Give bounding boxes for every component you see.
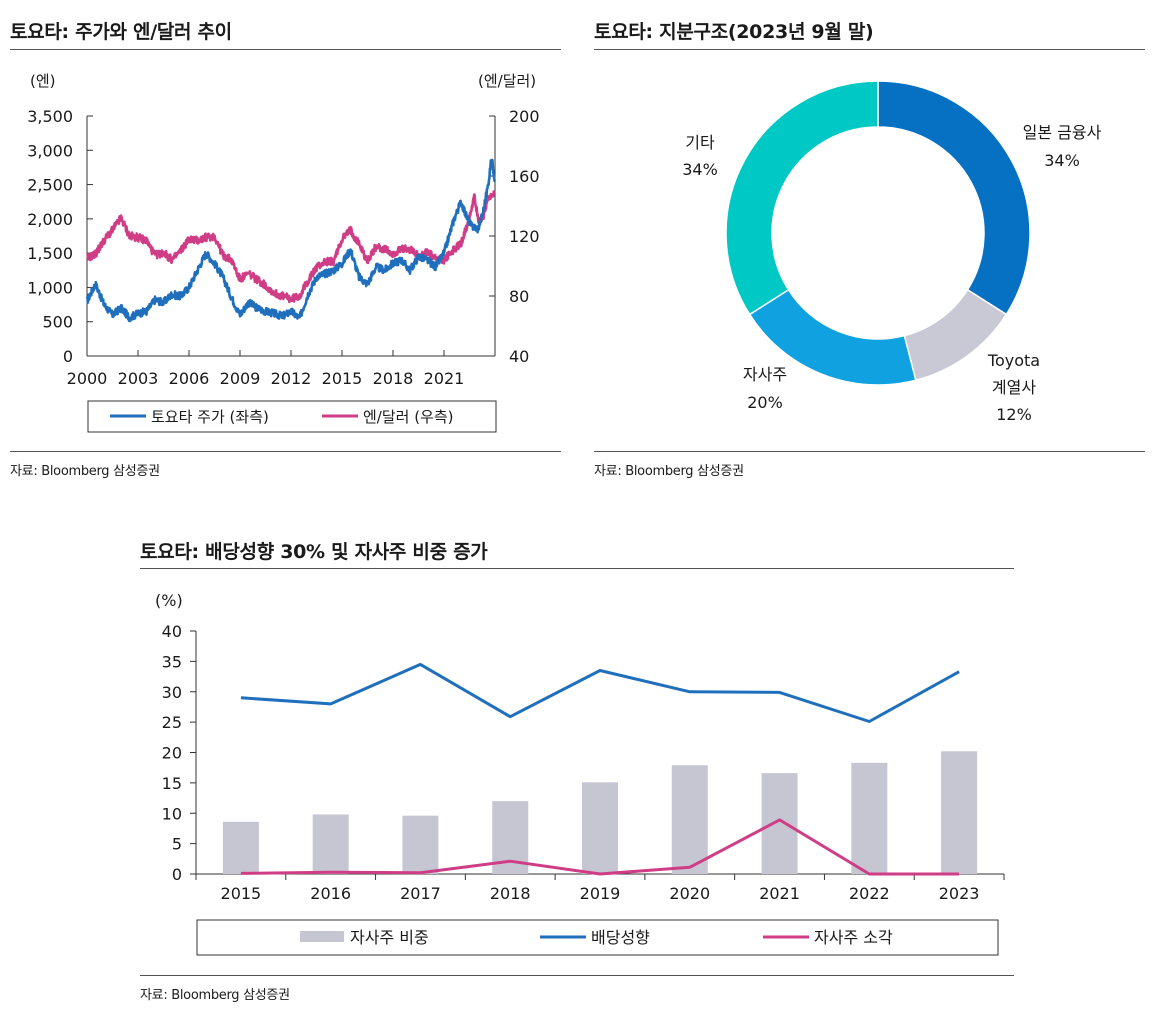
series-line-payout-ratio bbox=[240, 662, 960, 723]
x-tick-label: 2018 bbox=[490, 884, 531, 903]
bar-treasury-share bbox=[222, 821, 259, 874]
payout-title: 토요타: 배당성향 30% 및 자사주 비중 증가 bbox=[140, 541, 488, 563]
x-tick-label: 2006 bbox=[169, 369, 210, 388]
stock-fx-legend: 토요타 주가 (좌측) 엔/달러 (우측) bbox=[87, 400, 497, 433]
right-y-tick-label: 160 bbox=[509, 167, 540, 186]
label-toyota-aff-sub: 계열사 bbox=[992, 378, 1036, 397]
payout-lines bbox=[240, 662, 960, 876]
legend-label-fx: 엔/달러 (우측) bbox=[363, 408, 454, 426]
ownership-labels: 일본 금융사 34% Toyota 계열사 12% 자사주 20% 기타 34% bbox=[682, 123, 1101, 424]
label-japan-fin-value: 34% bbox=[1044, 151, 1080, 170]
x-tick-label: 2015 bbox=[322, 369, 363, 388]
payout-unit: (%) bbox=[155, 591, 183, 610]
stock-fx-title-rule bbox=[10, 49, 561, 50]
slice-other bbox=[725, 80, 879, 316]
label-treasury-value: 20% bbox=[747, 393, 783, 412]
payout-bottom-rule bbox=[140, 975, 1014, 976]
x-tick-label: 2020 bbox=[669, 884, 710, 903]
label-other-value: 34% bbox=[682, 160, 718, 179]
bar-treasury-share bbox=[761, 773, 798, 874]
y-tick-label: 15 bbox=[162, 774, 182, 793]
label-treasury-name: 자사주 bbox=[743, 365, 787, 384]
payout-source: 자료: Bloomberg 삼성증권 bbox=[140, 988, 290, 1003]
bar-treasury-share bbox=[941, 751, 978, 874]
legend-label-treasury-share: 자사주 비중 bbox=[350, 928, 429, 947]
left-y-tick-label: 3,500 bbox=[27, 107, 73, 126]
left-y-tick-label: 2,000 bbox=[27, 210, 73, 229]
y-tick-label: 0 bbox=[172, 865, 182, 884]
label-toyota-aff-name: Toyota bbox=[987, 351, 1040, 370]
y-tick-label: 20 bbox=[162, 744, 182, 763]
series-line-fx bbox=[86, 190, 497, 304]
payout-bars bbox=[222, 751, 978, 874]
y-tick-label: 10 bbox=[162, 804, 182, 823]
left-y-tick-label: 2,500 bbox=[27, 176, 73, 195]
bar-treasury-share bbox=[312, 814, 349, 874]
slice-japan-fin bbox=[877, 80, 1031, 316]
legend-label-stock: 토요타 주가 (좌측) bbox=[151, 408, 269, 426]
stock-fx-title: 토요타: 주가와 엔/달러 추이 bbox=[10, 21, 232, 43]
y-tick-label: 40 bbox=[162, 622, 182, 641]
x-tick-label: 2015 bbox=[221, 884, 262, 903]
y-tick-label: 35 bbox=[162, 652, 182, 671]
bar-treasury-share bbox=[582, 782, 618, 874]
label-other-name: 기타 bbox=[685, 133, 715, 152]
payout-title-rule bbox=[140, 568, 1014, 569]
series-line-stock bbox=[85, 158, 496, 323]
stock-fx-bottom-rule bbox=[10, 451, 561, 452]
bar-treasury-share bbox=[402, 815, 439, 874]
label-toyota-aff-value: 12% bbox=[996, 405, 1032, 424]
payout-axes: 0 5 10 15 20 25 30 35 40 2015 2016 2017 2018 2019 2020… bbox=[162, 622, 1005, 903]
legend-swatch-treasury-share bbox=[300, 931, 344, 942]
label-japan-fin-name: 일본 금융사 bbox=[1023, 123, 1102, 142]
bar-treasury-share bbox=[671, 765, 708, 874]
ownership-source: 자료: Bloomberg 삼성증권 bbox=[594, 464, 744, 479]
x-tick-label: 2022 bbox=[849, 884, 890, 903]
stock-fx-right-unit: (엔/달러) bbox=[478, 72, 536, 90]
y-tick-label: 5 bbox=[172, 835, 182, 854]
right-y-tick-label: 80 bbox=[509, 287, 529, 306]
x-tick-label: 2000 bbox=[67, 369, 108, 388]
ownership-bottom-rule bbox=[594, 451, 1145, 452]
payout-legend: 자사주 비중 배당성향 자사주 소각 bbox=[196, 919, 999, 956]
left-y-tick-label: 500 bbox=[42, 313, 73, 332]
ownership-title: 토요타: 지분구조(2023년 9월 말) bbox=[594, 21, 874, 43]
x-tick-label: 2023 bbox=[939, 884, 980, 903]
y-tick-label: 25 bbox=[162, 713, 182, 732]
stock-fx-axes: 0 500 1,000 1,500 2,000 2,500 3,000 3,500 40 80 12… bbox=[27, 107, 539, 388]
series-line-buyback-cancel bbox=[240, 818, 960, 876]
left-y-tick-label: 1,500 bbox=[27, 244, 73, 263]
y-tick-label: 30 bbox=[162, 683, 182, 702]
right-y-tick-label: 40 bbox=[509, 347, 529, 366]
x-tick-label: 2016 bbox=[310, 884, 351, 903]
stock-fx-legend-box bbox=[87, 400, 497, 433]
left-y-tick-label: 3,000 bbox=[27, 141, 73, 160]
x-tick-label: 2009 bbox=[220, 369, 261, 388]
stock-fx-left-unit: (엔) bbox=[30, 72, 56, 90]
legend-label-buyback-cancel: 자사주 소각 bbox=[814, 928, 893, 947]
x-tick-label: 2021 bbox=[759, 884, 800, 903]
left-y-tick-label: 0 bbox=[63, 347, 73, 366]
x-tick-label: 2019 bbox=[580, 884, 621, 903]
left-y-tick-label: 1,000 bbox=[27, 278, 73, 297]
x-tick-label: 2003 bbox=[118, 369, 159, 388]
stock-fx-source: 자료: Bloomberg 삼성증권 bbox=[10, 464, 160, 479]
x-tick-label: 2017 bbox=[400, 884, 441, 903]
x-tick-label: 2012 bbox=[271, 369, 312, 388]
legend-label-payout-ratio: 배당성향 bbox=[591, 928, 650, 947]
ownership-title-rule bbox=[594, 49, 1145, 50]
ownership-donut bbox=[725, 80, 1031, 386]
right-y-tick-label: 200 bbox=[509, 107, 540, 126]
x-tick-label: 2018 bbox=[373, 369, 414, 388]
bar-treasury-share bbox=[851, 762, 888, 874]
right-y-tick-label: 120 bbox=[509, 227, 540, 246]
x-tick-label: 2021 bbox=[424, 369, 465, 388]
stock-fx-series bbox=[85, 158, 497, 323]
